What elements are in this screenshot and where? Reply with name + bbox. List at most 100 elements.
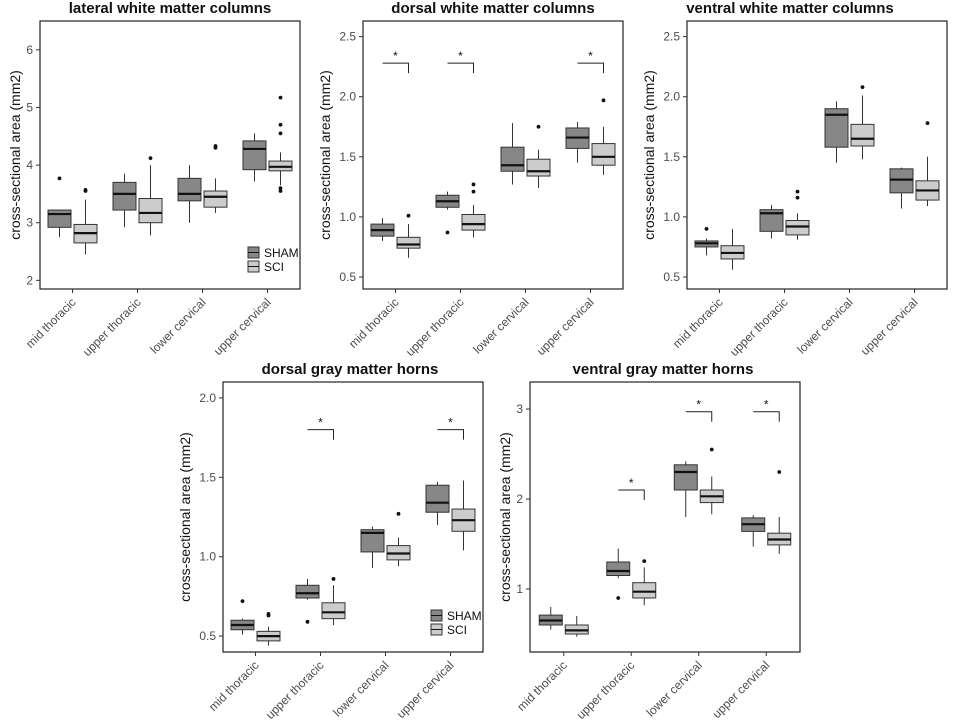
box-sci-3 <box>699 447 724 515</box>
y-axis-label: cross-sectional area (mm2) <box>641 70 657 240</box>
outlier-point <box>536 124 541 129</box>
box-sham-3 <box>673 461 698 517</box>
outlier-point <box>601 98 606 103</box>
box-sci-2 <box>785 189 810 240</box>
box-sham-1 <box>694 227 719 256</box>
plot-frame <box>686 20 948 290</box>
chart-panel-5: ventral gray matter horns cross-sectional… <box>497 361 801 720</box>
y-tick-label: 2 <box>26 273 33 287</box>
y-tick-label: 2.5 <box>663 30 680 44</box>
box-sham-3 <box>177 165 202 223</box>
outlier-point <box>213 144 218 148</box>
y-tick-label: 1.0 <box>339 210 356 224</box>
outlier-point <box>396 511 401 516</box>
box-iqr <box>850 123 875 147</box>
box-sham-1 <box>230 599 255 635</box>
significance-star: * <box>629 476 634 490</box>
chart-panel-3: ventral white matter columns cross-sectio… <box>641 0 948 359</box>
x-tick-label: upper cervical <box>858 295 921 358</box>
outlier-point <box>83 187 88 192</box>
x-tick-label: mid thoracic <box>23 295 79 351</box>
box-sham-4 <box>242 133 267 182</box>
outlier-point <box>331 577 336 581</box>
significance-star: * <box>764 398 769 412</box>
significance-star: * <box>318 416 323 430</box>
x-tick-label: upper thoracic <box>574 658 638 720</box>
chart-panel-4: dorsal gray matter horns cross-sectional … <box>177 361 484 720</box>
plot-frame <box>529 381 801 653</box>
outlier-point <box>445 230 450 235</box>
chart-title: ventral gray matter horns <box>573 361 754 378</box>
outlier-point <box>471 189 476 194</box>
box-iqr <box>824 108 849 148</box>
significance-bracket <box>447 62 474 74</box>
chart-title: dorsal white matter columns <box>391 0 594 17</box>
significance-star: * <box>393 49 398 63</box>
box-iqr <box>759 209 784 232</box>
box-sham-2 <box>435 191 460 235</box>
outlier-point <box>795 189 800 194</box>
x-tick-label: lower cervical <box>470 295 531 356</box>
box-sci-4 <box>268 95 293 193</box>
outlier-point <box>278 95 283 100</box>
y-tick-label: 5 <box>26 100 33 114</box>
y-tick-label: 1.5 <box>339 150 356 164</box>
box-sham-4 <box>565 121 590 163</box>
box-sci-4 <box>915 121 940 207</box>
box-sham-4 <box>425 482 450 525</box>
significance-bracket <box>382 62 409 74</box>
plot-frame <box>222 381 484 653</box>
box-iqr <box>242 140 267 171</box>
box-sci-4 <box>767 470 792 554</box>
legend-label-sci: SCI <box>447 623 467 637</box>
chart-title: ventral white matter columns <box>686 0 894 17</box>
x-tick-label: upper thoracic <box>80 295 144 359</box>
box-sci-2 <box>138 156 163 236</box>
box-iqr <box>321 602 346 620</box>
chart-panel-1: lateral white matter columns cross-sectio… <box>7 0 301 359</box>
y-tick-label: 1.5 <box>663 150 680 164</box>
box-iqr <box>112 181 137 211</box>
x-tick-label: upper cervical <box>211 295 274 358</box>
outlier-point <box>777 470 782 474</box>
outlier-point <box>925 121 930 126</box>
y-tick-label: 3 <box>516 402 523 416</box>
box-iqr <box>360 529 385 553</box>
y-axis-label: cross-sectional area (mm2) <box>177 432 193 602</box>
x-tick-label: upper cervical <box>710 658 773 720</box>
box-iqr <box>591 143 616 166</box>
box-iqr <box>461 213 486 231</box>
chart-title: lateral white matter columns <box>69 0 272 17</box>
significance-bracket <box>618 489 645 500</box>
y-axis-label: cross-sectional area (mm2) <box>7 70 23 240</box>
y-tick-label: 2 <box>516 492 523 506</box>
box-sham-1 <box>47 176 72 238</box>
box-sham-4 <box>889 167 914 209</box>
y-tick-label: 1.0 <box>663 210 680 224</box>
y-tick-label: 0.5 <box>339 270 356 284</box>
outlier-point <box>406 213 411 218</box>
x-tick-label: upper thoracic <box>263 658 327 720</box>
x-tick-label: mid thoracic <box>514 658 570 714</box>
box-sci-3 <box>526 124 551 189</box>
box-sci-3 <box>203 144 228 213</box>
outlier-point <box>266 611 271 616</box>
y-tick-label: 1.0 <box>199 550 216 564</box>
legend-label-sham: SHAM <box>264 246 299 260</box>
box-sci-1 <box>396 213 421 258</box>
outlier-point <box>278 189 283 193</box>
x-tick-label: mid thoracic <box>346 295 402 351</box>
significance-bracket <box>307 429 334 440</box>
box-sham-4 <box>741 515 766 547</box>
box-sham-2 <box>606 548 631 600</box>
outlier-point <box>148 156 153 161</box>
y-tick-label: 0.5 <box>199 629 216 643</box>
significance-bracket <box>753 411 780 422</box>
box-sci-4 <box>591 98 616 175</box>
box-iqr <box>606 561 631 576</box>
legend-label-sham: SHAM <box>447 609 482 623</box>
significance-bracket <box>437 429 464 440</box>
